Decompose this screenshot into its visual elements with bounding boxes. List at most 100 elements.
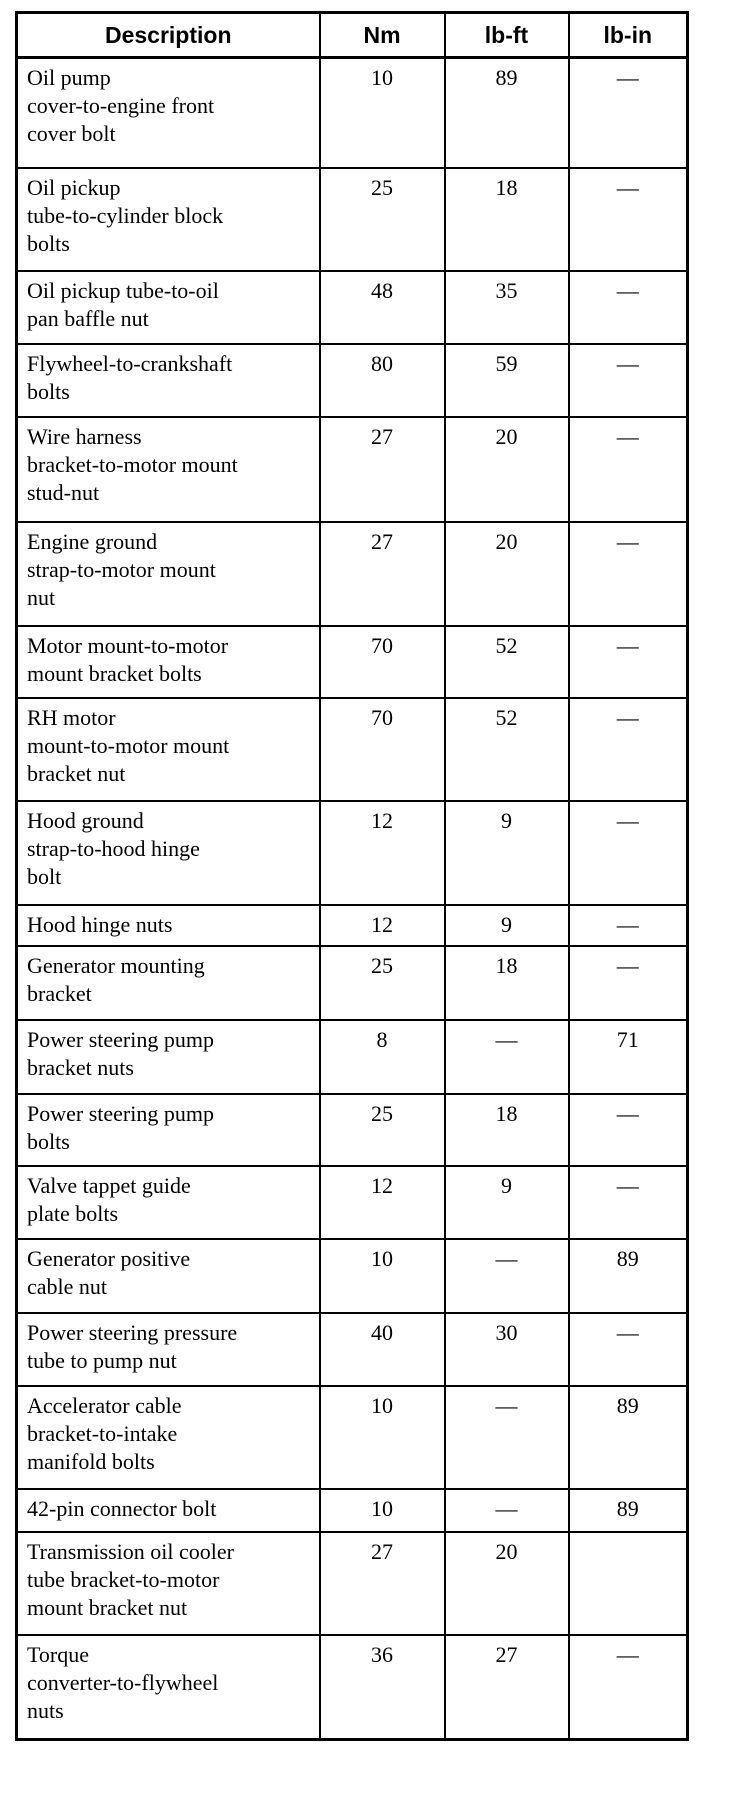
lb-ft-value-cell: — [443, 1384, 570, 1490]
column-header-lb-ft: lb-ft [443, 11, 570, 59]
lb-in-value-cell: 89 [567, 1384, 689, 1490]
lb-in-value-cell: 89 [567, 1487, 689, 1533]
lb-in-value-cell: — [567, 903, 689, 947]
nm-value-cell: 25 [318, 1092, 446, 1167]
description-cell: Torque converter-to-flywheel nuts [15, 1633, 321, 1741]
lb-ft-value-cell: 9 [443, 903, 570, 947]
nm-value-cell: 36 [318, 1633, 446, 1741]
description-cell: Power steering pump bracket nuts [15, 1018, 321, 1095]
description-cell: Motor mount-to-motor mount bracket bolts [15, 624, 321, 699]
description-line: Oil pickup [27, 174, 121, 200]
lb-ft-value-cell: 9 [443, 799, 570, 906]
description-line: manifold bolts [27, 1448, 155, 1474]
lb-ft-value-cell: 18 [443, 1092, 570, 1167]
description-cell: Power steering pressure tube to pump nut [15, 1311, 321, 1387]
description-cell: Hood hinge nuts [15, 903, 321, 947]
lb-in-value-cell: 89 [567, 1237, 689, 1314]
description-line: pan baffle nut [27, 305, 149, 331]
description-cell: Generator mounting bracket [15, 944, 321, 1021]
table-row: RH motor mount-to-motor mount bracket nut 7… [15, 696, 689, 802]
description-line: tube-to-cylinder block [27, 202, 224, 228]
description-line: Wire harness [27, 423, 142, 449]
description-line: Power steering pump [27, 1100, 214, 1126]
table-row: Power steering pressure tube to pump nut 4… [15, 1311, 689, 1387]
lb-ft-value-cell: 30 [443, 1311, 570, 1387]
nm-value-cell: 27 [318, 1530, 446, 1636]
lb-ft-value-cell: 18 [443, 944, 570, 1021]
description-line: Hood ground [27, 807, 144, 833]
lb-in-value-cell [567, 1530, 689, 1636]
description-line: cover bolt [27, 121, 116, 146]
lb-in-value-cell: — [567, 624, 689, 699]
lb-ft-value-cell: 20 [443, 415, 570, 523]
description-line: plate bolts [27, 1200, 119, 1226]
description-line: Generator positive [27, 1245, 191, 1271]
description-line: tube to pump nut [27, 1347, 177, 1373]
lb-ft-value-cell: 52 [443, 696, 570, 802]
nm-value-cell: 12 [318, 1164, 446, 1240]
lb-ft-value-cell: 89 [443, 56, 570, 169]
description-line: mount-to-motor mount [27, 732, 230, 758]
description-line: Torque [27, 1641, 89, 1667]
description-cell: RH motor mount-to-motor mount bracket nut [15, 696, 321, 802]
description-line: Transmission oil cooler [27, 1538, 234, 1564]
description-line: bolts [27, 1128, 70, 1154]
lb-in-value-cell: — [567, 269, 689, 345]
nm-value-cell: 25 [318, 166, 446, 272]
column-header-nm: Nm [318, 11, 446, 59]
description-line: Oil pickup tube-to-oil [27, 277, 219, 303]
description-cell: Engine ground strap-to-motor mount nut [15, 520, 321, 627]
lb-ft-value-cell: 27 [443, 1633, 570, 1741]
description-cell: Oil pickup tube-to-cylinder block bolts [15, 166, 321, 272]
description-cell: Generator positive cable nut [15, 1237, 321, 1314]
table-row: Power steering pump bolts 25 18— [15, 1092, 689, 1167]
description-line: Flywheel-to-crankshaft [27, 350, 233, 376]
table-header: Description Nm lb-ft lb-in [15, 11, 689, 59]
description-line: bracket-to-motor mount [27, 451, 238, 477]
lb-in-value-cell: — [567, 342, 689, 418]
lb-in-value-cell: — [567, 520, 689, 627]
nm-value-cell: 10 [318, 1237, 446, 1314]
table-row: Generator positive cable nut 10—89 [15, 1237, 689, 1314]
description-line: bolts [27, 230, 70, 256]
table-row: 42-pin connector bolt 10—89 [15, 1487, 689, 1533]
description-cell: 42-pin connector bolt [15, 1487, 321, 1533]
table-row: Motor mount-to-motor mount bracket bolts 7… [15, 624, 689, 699]
description-line: mount bracket bolts [27, 660, 202, 686]
description-line: Power steering pressure [27, 1319, 238, 1345]
table-row: Engine ground strap-to-motor mount nut 27 20… [15, 520, 689, 627]
description-line: nut [27, 584, 56, 610]
table-row: Hood ground strap-to-hood hinge bolt 12 9— [15, 799, 689, 906]
description-line: Generator mounting [27, 952, 205, 978]
description-line: Accelerator cable [27, 1392, 182, 1418]
table-row: Power steering pump bracket nuts 8—71 [15, 1018, 689, 1095]
description-line: bolts [27, 378, 70, 404]
lb-in-value-cell: — [567, 1311, 689, 1387]
description-cell: Oil pickup tube-to-oil pan baffle nut [15, 269, 321, 345]
lb-ft-value-cell: 20 [443, 520, 570, 627]
description-line: Power steering pump [27, 1026, 214, 1052]
nm-value-cell: 40 [318, 1311, 446, 1387]
lb-in-value-cell: — [567, 166, 689, 272]
description-line: Motor mount-to-motor [27, 632, 229, 658]
torque-spec-table: Description Nm lb-ft lb-in Oil pump cover… [15, 11, 689, 1741]
lb-ft-value-cell: 20 [443, 1530, 570, 1636]
nm-value-cell: 27 [318, 415, 446, 523]
lb-in-value-cell: — [567, 56, 689, 169]
description-line: bracket nut [27, 760, 126, 786]
table-row: Oil pump cover-to-engine front cover bolt 1… [15, 56, 689, 169]
nm-value-cell: 10 [318, 56, 446, 169]
description-cell: Flywheel-to-crankshaft bolts [15, 342, 321, 418]
nm-value-cell: 80 [318, 342, 446, 418]
nm-value-cell: 10 [318, 1487, 446, 1533]
table-row: Accelerator cable bracket-to-intake manifo… [15, 1384, 689, 1490]
lb-in-value-cell: — [567, 944, 689, 1021]
lb-ft-value-cell: 35 [443, 269, 570, 345]
description-line: cable nut [27, 1273, 108, 1299]
column-header-description: Description [15, 11, 321, 59]
description-cell: Wire harness bracket-to-motor mount stud-n… [15, 415, 321, 523]
description-line: Hood hinge nuts [27, 911, 173, 937]
description-line: Oil pump [27, 65, 111, 90]
description-line: Engine ground [27, 528, 158, 554]
description-cell: Power steering pump bolts [15, 1092, 321, 1167]
